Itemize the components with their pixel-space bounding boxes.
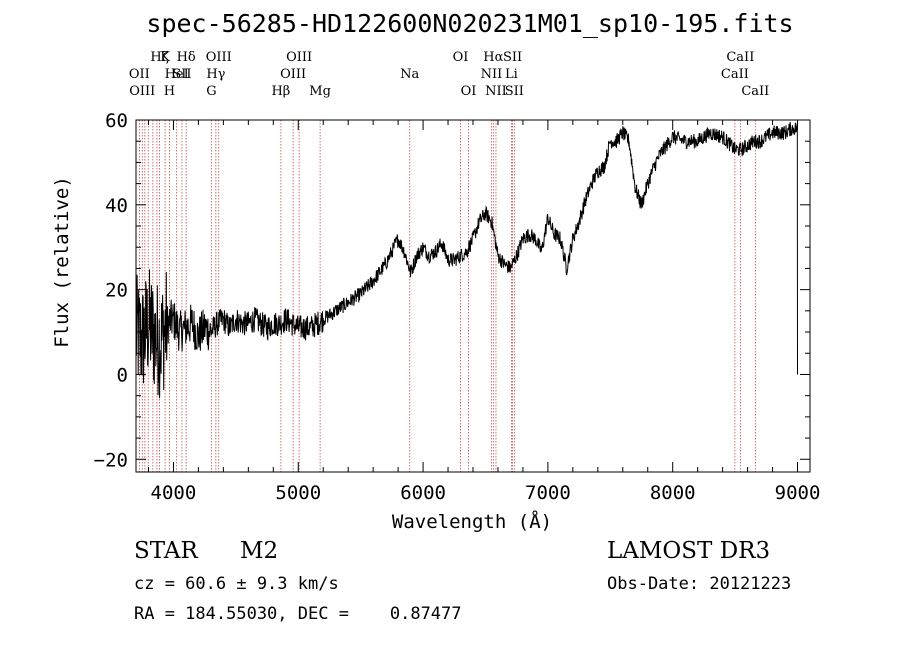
redshift-text: cz = 60.6 ± 9.3 km/s xyxy=(134,574,339,594)
x-tick-label: 7000 xyxy=(525,482,571,504)
y-tick-label: 20 xyxy=(105,280,128,302)
spectral-line-label: Mg xyxy=(309,84,331,99)
spectral-line-label: HeI xyxy=(165,67,189,82)
spectral-line-label: Hδ xyxy=(177,50,196,65)
y-axis-ticks: −20 0 20 40 60 xyxy=(94,110,810,471)
y-tick-label: −20 xyxy=(94,449,128,471)
y-tick-label: 60 xyxy=(105,110,128,132)
spectral-line-label: Hζ xyxy=(150,50,168,65)
spectral-line-label: Li xyxy=(505,67,518,82)
chart-title: spec-56285-HD122600N020231M01_sp10-195.f… xyxy=(146,9,793,38)
spectral-line-label: OIII xyxy=(129,84,155,99)
spectral-line-label: OIII xyxy=(286,50,312,65)
spectral-line-label: NII xyxy=(481,67,503,82)
spectral-line-label: Hα xyxy=(483,50,503,65)
spectral-line-label: Hβ xyxy=(271,84,290,99)
spectral-line-label: Na xyxy=(400,67,419,82)
x-tick-label: 8000 xyxy=(650,482,696,504)
spectral-line-label: OIII xyxy=(206,50,232,65)
x-axis-label: Wavelength (Å) xyxy=(392,510,552,533)
spectrum-series-line xyxy=(135,121,798,399)
spectral-line-label: G xyxy=(206,84,216,99)
spectral-line-label: Hγ xyxy=(206,67,225,82)
spectrum-chart: spec-56285-HD122600N020231M01_sp10-195.f… xyxy=(51,9,821,533)
spectral-line-label: OIII xyxy=(280,67,306,82)
spectral-line-label: NII xyxy=(485,84,507,99)
object-class: STAR xyxy=(134,538,198,564)
spectral-line-label: CaII xyxy=(726,50,754,65)
spectral-line-label: OI xyxy=(453,50,469,65)
spectral-line-labels: OIIOIIIHζKHHeISIIHδGHγOIIIHβOIIIOIIIMgNa… xyxy=(129,50,769,99)
spectral-line-label: SII xyxy=(505,84,524,99)
spectral-line-label: H xyxy=(164,84,175,99)
x-axis-ticks: 4000 5000 6000 7000 8000 9000 xyxy=(147,120,821,504)
spectral-line-label: CaII xyxy=(741,84,769,99)
obs-date-text: Obs-Date: 20121223 xyxy=(607,574,792,594)
plot-frame xyxy=(135,119,811,473)
x-tick-label: 5000 xyxy=(275,482,321,504)
y-tick-label: 0 xyxy=(117,364,128,386)
object-subclass: M2 xyxy=(240,538,279,564)
y-axis-label: Flux (relative) xyxy=(51,176,73,348)
coordinates-text: RA = 184.55030, DEC = 0.87477 xyxy=(134,604,462,624)
spectral-line-label: K xyxy=(160,50,170,65)
survey-name: LAMOST DR3 xyxy=(607,538,771,564)
spectral-line-markers xyxy=(138,120,756,472)
spectral-line-label: OI xyxy=(461,84,477,99)
spectral-line-label: OII xyxy=(129,67,150,82)
spectral-line-label: CaII xyxy=(721,67,749,82)
spectral-line-label: SII xyxy=(503,50,522,65)
spectral-line-label: SII xyxy=(172,67,191,82)
x-tick-label: 9000 xyxy=(775,482,821,504)
x-tick-label: 6000 xyxy=(400,482,446,504)
y-tick-label: 40 xyxy=(105,195,128,217)
x-tick-label: 4000 xyxy=(151,482,197,504)
